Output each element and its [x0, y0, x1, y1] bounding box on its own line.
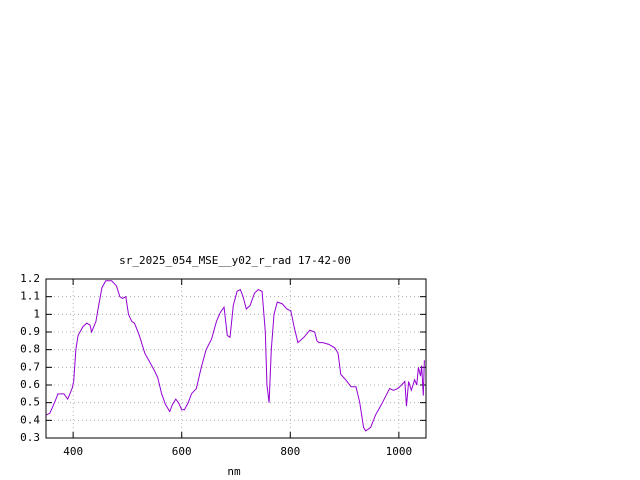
x-tick-label: 400 — [63, 445, 83, 458]
chart-title: sr_2025_054_MSE__y02_r_rad 17-42-00 — [119, 254, 351, 267]
y-tick-label: 1.1 — [20, 290, 40, 303]
y-tick-label: 1 — [33, 307, 40, 320]
plot-border — [45, 278, 427, 439]
x-tick-label: 600 — [172, 445, 192, 458]
y-tick-label: 0.5 — [20, 396, 40, 409]
data-line — [45, 280, 425, 432]
y-tick-label: 1.2 — [20, 272, 40, 285]
y-tick-label: 0.8 — [20, 343, 40, 356]
y-tick-label: 0.9 — [20, 325, 40, 338]
y-tick-label: 0.6 — [20, 378, 40, 391]
x-tick-label: 1000 — [386, 445, 413, 458]
y-tick-label: 0.4 — [20, 413, 40, 426]
x-axis-label: nm — [227, 465, 241, 478]
x-tick-label: 800 — [280, 445, 300, 458]
y-tick-label: 0.3 — [20, 431, 40, 444]
y-tick-label: 0.7 — [20, 360, 40, 373]
